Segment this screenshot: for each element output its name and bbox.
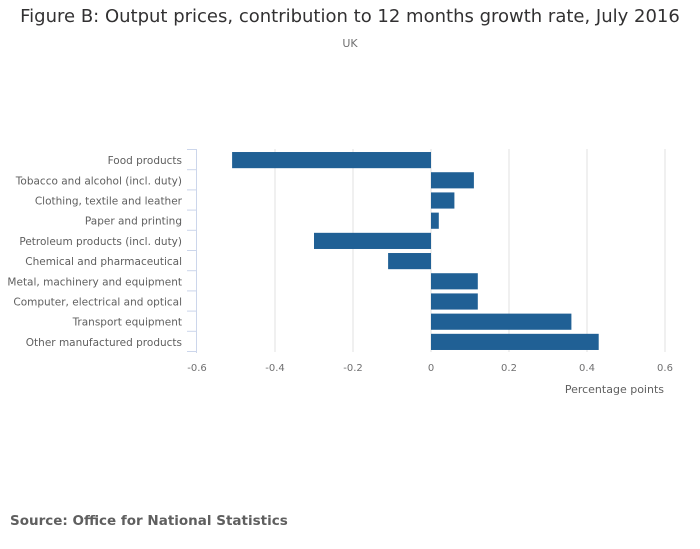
x-tick-label: 0.6 <box>657 363 673 374</box>
bar <box>431 273 478 290</box>
category-labels: Food products Tobacco and alcohol (incl. … <box>7 155 182 349</box>
bar <box>232 152 431 169</box>
y-axis <box>187 149 197 353</box>
category-label: Petroleum products (incl. duty) <box>19 236 182 248</box>
category-label: Chemical and pharmaceutical <box>25 256 182 268</box>
bar <box>314 232 431 249</box>
chart-subtitle: UK <box>342 37 358 50</box>
category-label: Computer, electrical and optical <box>13 297 182 309</box>
bar <box>431 313 572 330</box>
bar <box>431 212 439 229</box>
bar <box>431 192 455 209</box>
x-tick-labels: -0.6 -0.4 -0.2 0 0.2 0.4 0.6 <box>187 363 673 374</box>
x-tick-label: 0 <box>428 363 434 374</box>
x-tick-label: 0.2 <box>501 363 517 374</box>
x-tick-label: -0.6 <box>187 363 207 374</box>
source-note: Source: Office for National Statistics <box>10 513 288 529</box>
bar <box>431 293 478 310</box>
x-tick-label: -0.4 <box>265 363 285 374</box>
category-label: Paper and printing <box>85 216 182 228</box>
x-tick-label: -0.2 <box>343 363 363 374</box>
bars <box>232 152 599 350</box>
x-axis-title: Percentage points <box>565 383 664 396</box>
chart-title: Figure B: Output prices, contribution to… <box>20 6 680 27</box>
category-label: Clothing, textile and leather <box>35 196 183 208</box>
category-label: Metal, machinery and equipment <box>7 276 182 288</box>
x-tick-label: 0.4 <box>579 363 595 374</box>
bar <box>388 253 431 270</box>
category-label: Food products <box>108 155 182 167</box>
bar <box>431 333 599 350</box>
category-label: Tobacco and alcohol (incl. duty) <box>15 175 182 187</box>
category-label: Other manufactured products <box>26 337 182 349</box>
category-label: Transport equipment <box>72 317 182 329</box>
bar <box>431 172 474 189</box>
